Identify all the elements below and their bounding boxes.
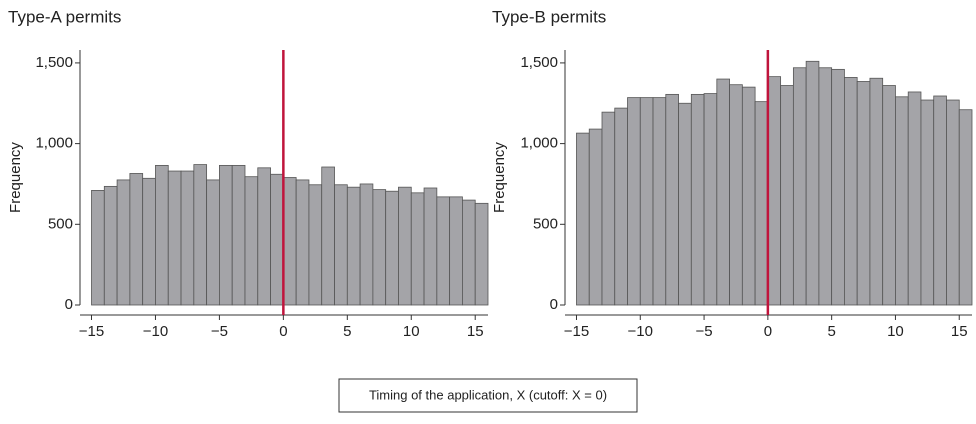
x-tick-label: −10 <box>143 323 168 340</box>
bar <box>359 183 374 306</box>
x-tick-label: 0 <box>764 323 772 340</box>
panel-title: Type-B permits <box>492 7 606 26</box>
x-tick-label: −15 <box>564 323 589 340</box>
bar <box>295 179 310 306</box>
bar <box>716 78 730 306</box>
bar <box>206 179 220 306</box>
bar <box>116 179 131 306</box>
bar <box>639 97 654 306</box>
bar <box>882 85 896 306</box>
bar <box>678 102 692 306</box>
bar <box>372 189 387 306</box>
bar <box>91 190 105 306</box>
bar <box>155 164 169 306</box>
bar <box>856 81 871 306</box>
bar <box>103 185 118 306</box>
y-axis-label: Frequency <box>491 142 508 213</box>
footer-text: Timing of the application, X (cutoff: X … <box>369 387 607 402</box>
y-tick-label: 1,000 <box>520 135 558 152</box>
bar <box>665 93 679 306</box>
x-tick-label: 5 <box>343 323 351 340</box>
bar <box>180 170 195 306</box>
bar <box>410 192 425 306</box>
bar <box>449 196 463 306</box>
bar <box>869 77 884 306</box>
footer-box <box>338 378 638 413</box>
bar <box>690 93 705 306</box>
bar <box>129 173 144 306</box>
bar <box>231 164 246 306</box>
bar <box>270 173 284 306</box>
bar <box>588 128 603 306</box>
panel-title: Type-A permits <box>8 7 121 26</box>
bar <box>741 86 756 306</box>
y-tick-label: 500 <box>48 215 73 232</box>
bar <box>142 177 156 306</box>
bar <box>244 176 259 306</box>
bar <box>423 187 438 306</box>
bar <box>946 99 960 306</box>
bar <box>576 132 590 306</box>
y-tick-label: 0 <box>550 296 558 313</box>
x-tick-label: 0 <box>279 323 287 340</box>
bar <box>805 60 820 306</box>
bar <box>601 111 616 306</box>
bar <box>844 77 858 306</box>
bar <box>780 85 794 306</box>
y-tick-label: 1,500 <box>520 54 558 71</box>
y-tick-label: 500 <box>533 215 558 232</box>
bar <box>703 93 718 306</box>
x-tick-label: −5 <box>696 323 713 340</box>
bar <box>219 164 233 306</box>
x-tick-label: 15 <box>951 323 968 340</box>
bar <box>167 170 182 306</box>
bar <box>346 186 361 306</box>
x-tick-label: −5 <box>211 323 228 340</box>
bar <box>436 196 451 306</box>
bar <box>474 202 489 306</box>
y-tick-label: 0 <box>65 296 73 313</box>
bar <box>257 167 271 306</box>
x-tick-label: −10 <box>628 323 653 340</box>
bar <box>652 97 667 306</box>
y-axis-label: Frequency <box>7 142 24 213</box>
bar <box>282 177 297 306</box>
bar <box>385 190 399 306</box>
x-tick-label: −15 <box>79 323 104 340</box>
bar <box>462 199 476 306</box>
x-tick-label: 15 <box>467 323 484 340</box>
bar <box>767 76 782 306</box>
bar <box>398 186 412 306</box>
bar <box>818 67 833 306</box>
bar <box>729 84 743 306</box>
bar <box>907 91 922 306</box>
bar <box>933 95 947 306</box>
y-tick-label: 1,000 <box>35 135 73 152</box>
y-tick-label: 1,500 <box>35 54 73 71</box>
bar <box>308 184 323 306</box>
bar <box>334 184 348 306</box>
bar <box>920 99 935 306</box>
bar <box>831 68 845 306</box>
bar <box>754 101 769 306</box>
x-tick-label: 10 <box>403 323 420 340</box>
x-tick-label: 10 <box>887 323 904 340</box>
bar <box>193 164 208 306</box>
bar <box>895 96 909 306</box>
bar <box>614 107 628 306</box>
x-tick-label: 5 <box>827 323 835 340</box>
bar <box>792 67 807 306</box>
bar <box>321 166 335 306</box>
bar <box>958 109 973 306</box>
bar <box>627 97 641 306</box>
